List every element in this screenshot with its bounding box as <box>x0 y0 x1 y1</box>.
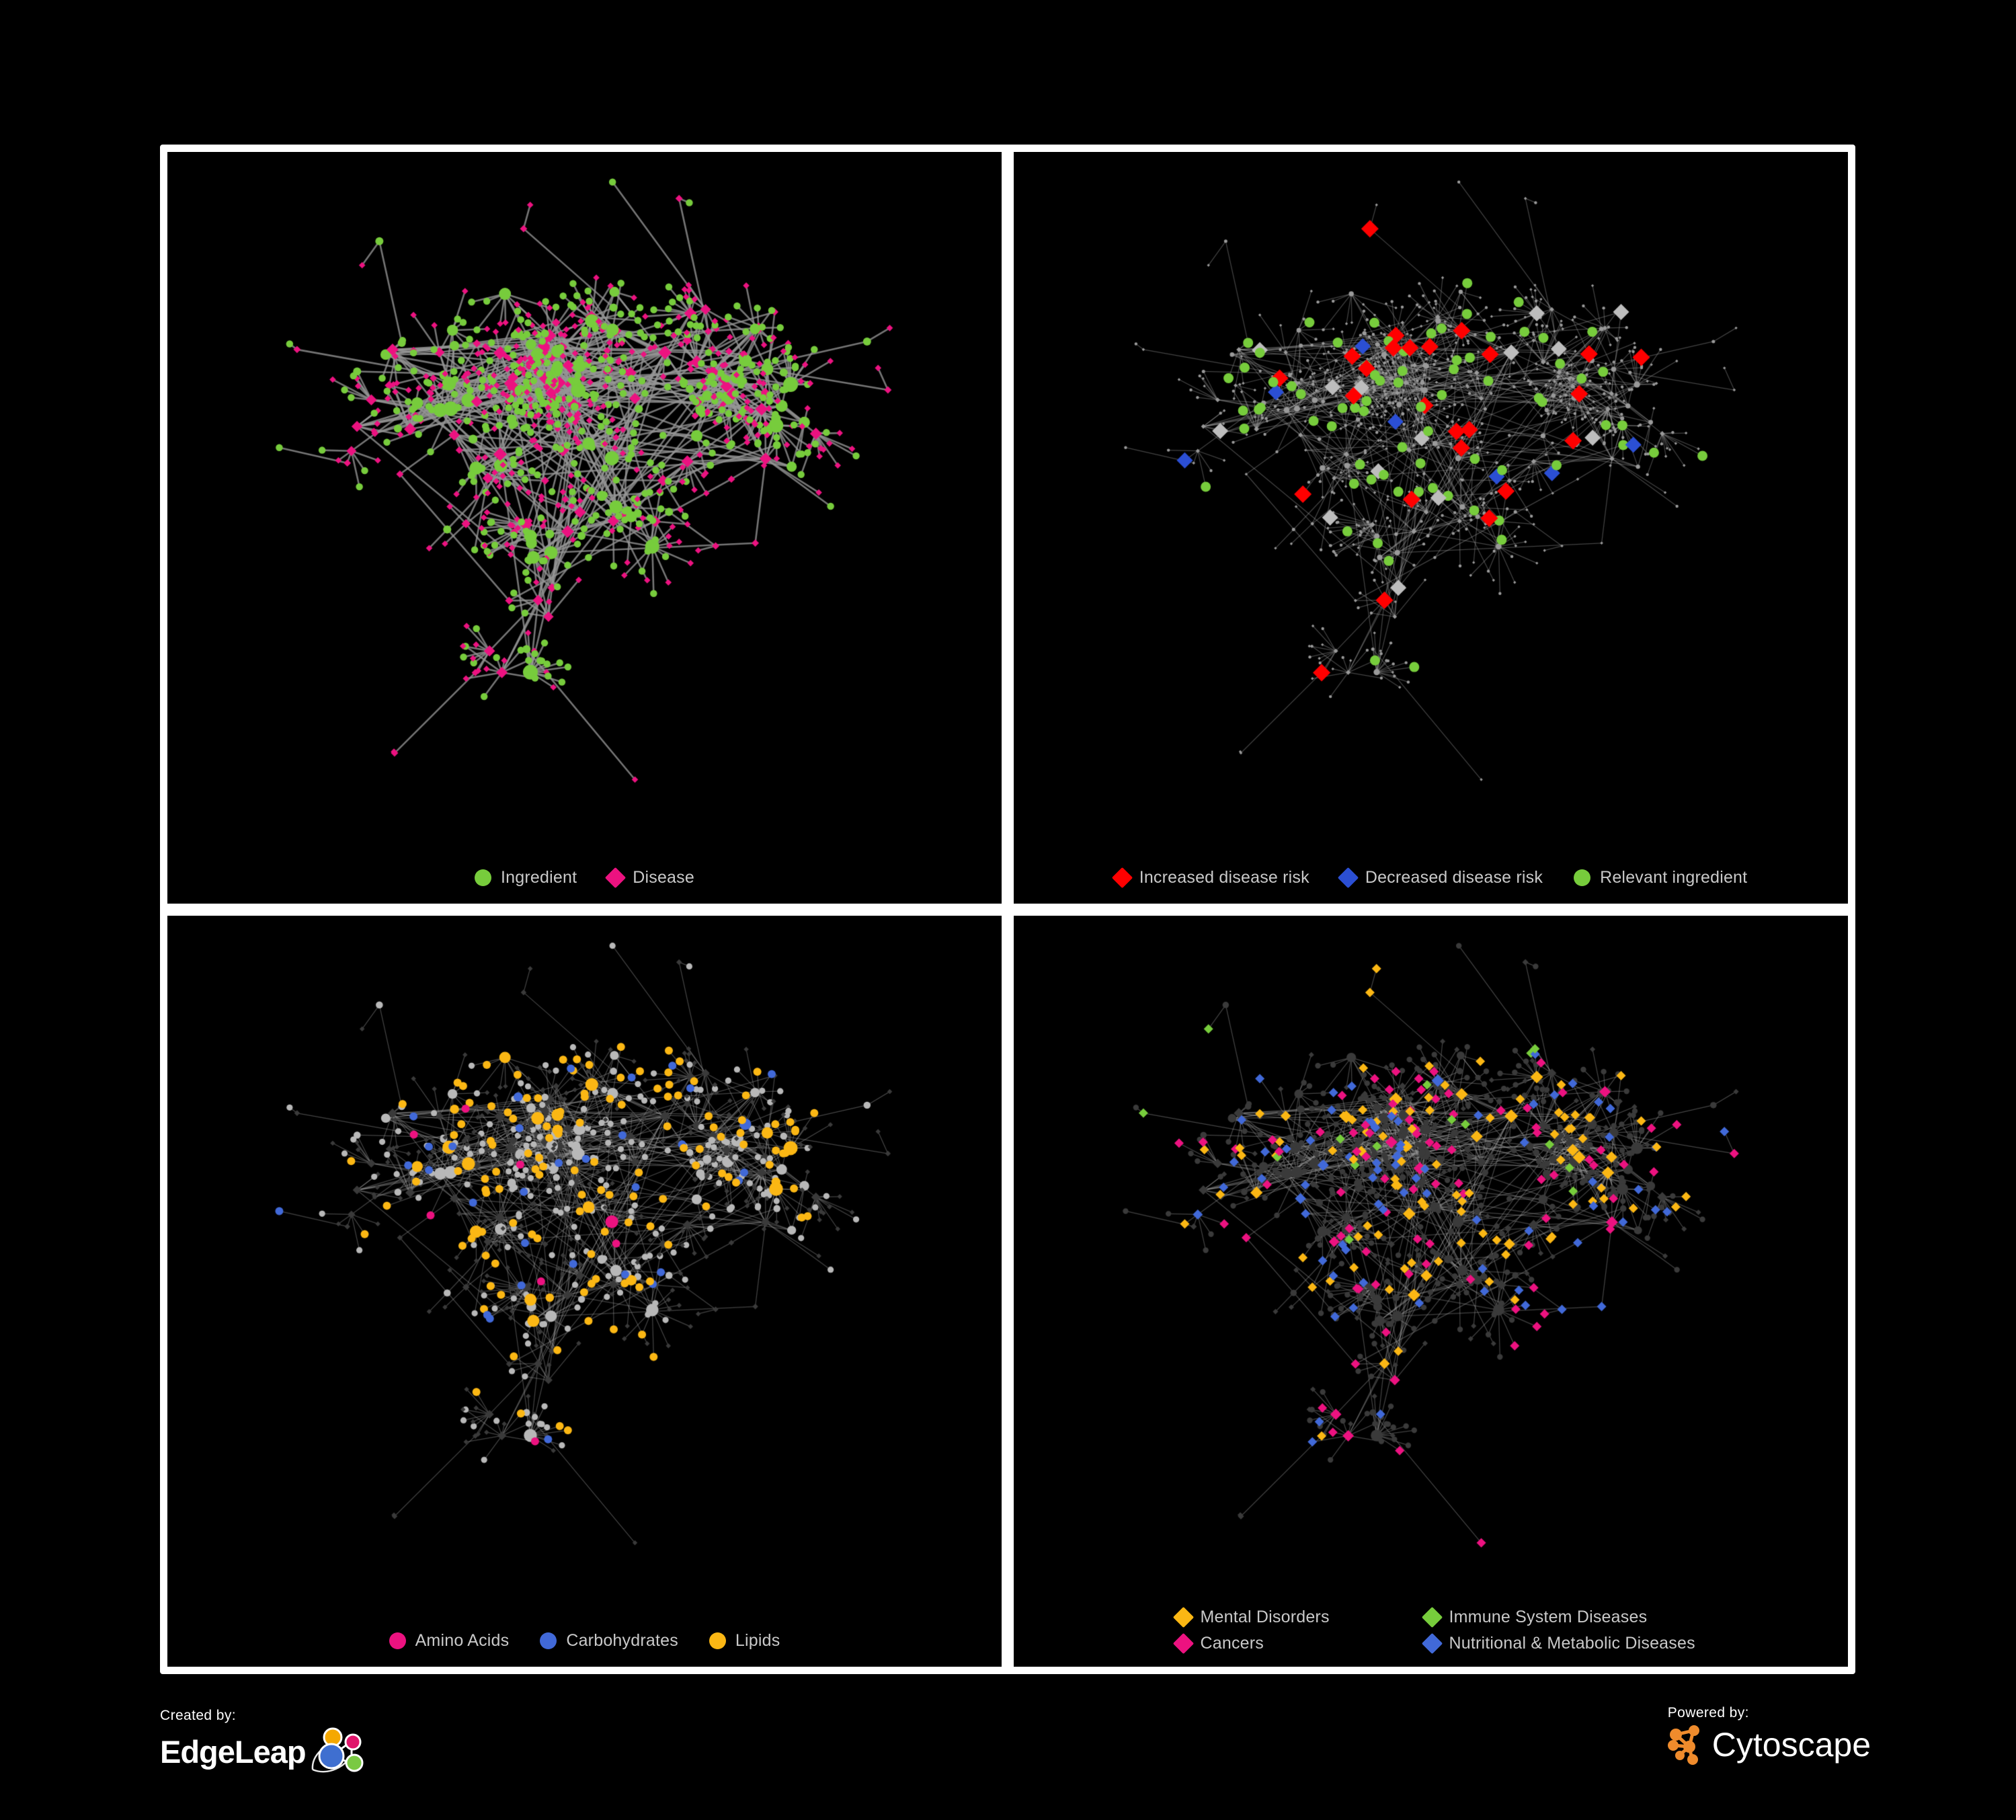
legend-marker-diamond-icon <box>1111 867 1133 888</box>
legend-item-label: Cancers <box>1200 1634 1264 1653</box>
network-canvas-nutrients[interactable] <box>167 915 1002 1667</box>
legend-panel-disease-classes: Mental Disorders Immune System Diseases … <box>1172 1606 1695 1655</box>
legend-item[interactable]: Ingredient <box>475 869 577 886</box>
legend-item-label: Nutritional & Metabolic Diseases <box>1449 1634 1695 1653</box>
legend-panel-risk: Increased disease risk Decreased disease… <box>1014 867 1848 888</box>
legend-item-label: Ingredient <box>501 867 577 887</box>
legend-marker-circle-icon <box>1574 869 1591 886</box>
legend-panel-overview: Ingredient Disease <box>167 867 1002 888</box>
legend-marker-circle-icon <box>709 1632 726 1649</box>
footer-powered-by: Powered by: Cytoscape <box>1667 1705 1871 1766</box>
legend-item[interactable]: Cancers <box>1172 1632 1398 1655</box>
panel-disease-risk[interactable]: Increased disease risk Decreased disease… <box>1014 152 1848 904</box>
legend-item-label: Relevant ingredient <box>1600 867 1748 887</box>
legend-marker-diamond-icon <box>1172 1606 1194 1628</box>
legend-item-label: Lipids <box>735 1631 780 1650</box>
cytoscape-logo-row[interactable]: Cytoscape <box>1667 1724 1871 1766</box>
legend-marker-diamond-icon <box>1172 1632 1194 1655</box>
legend-item-label: Mental Disorders <box>1200 1608 1330 1626</box>
panel-nutrient-classes[interactable]: Amino Acids Carbohydrates Lipids <box>167 915 1002 1667</box>
legend-marker-diamond-icon <box>1421 1606 1443 1628</box>
legend-marker-circle-icon <box>540 1632 557 1649</box>
legend-item[interactable]: Nutritional & Metabolic Diseases <box>1421 1632 1695 1655</box>
legend-marker-diamond-icon <box>605 867 627 888</box>
panel-ingredient-disease-overview[interactable]: Ingredient Disease <box>167 152 1002 904</box>
legend-item[interactable]: Relevant ingredient <box>1574 869 1747 886</box>
legend-marker-circle-icon <box>475 869 492 886</box>
legend-item-label: Carbohydrates <box>566 1631 678 1650</box>
legend-item[interactable]: Amino Acids <box>389 1632 510 1649</box>
legend-item[interactable]: Carbohydrates <box>540 1632 678 1649</box>
panel-disease-classes[interactable]: Mental Disorders Immune System Diseases … <box>1014 915 1848 1667</box>
edgeleap-logo-row[interactable]: EdgeLeap <box>160 1727 366 1776</box>
edgeleap-wordmark: EdgeLeap <box>160 1733 307 1770</box>
cytoscape-wordmark: Cytoscape <box>1711 1726 1871 1764</box>
legend-marker-diamond-icon <box>1421 1632 1443 1655</box>
cytoscape-network-logo-icon <box>1667 1725 1699 1765</box>
footer-created-by: Created by: EdgeLeap <box>160 1708 366 1776</box>
legend-panel-nutrients: Amino Acids Carbohydrates Lipids <box>167 1632 1002 1649</box>
legend-item[interactable]: Lipids <box>709 1632 780 1649</box>
legend-item-label: Immune System Diseases <box>1449 1608 1648 1626</box>
legend-item-label: Amino Acids <box>415 1631 510 1650</box>
powered-by-kicker: Powered by: <box>1667 1705 1749 1720</box>
network-canvas-disease-classes[interactable] <box>1014 915 1848 1667</box>
legend-marker-diamond-icon <box>1337 867 1359 888</box>
network-canvas-overview[interactable] <box>167 152 1002 904</box>
edgeleap-network-logo-icon <box>311 1727 364 1773</box>
legend-item[interactable]: Disease <box>605 867 694 888</box>
network-panel-grid: Ingredient Disease Increased disease ris… <box>160 145 1855 1674</box>
legend-item[interactable]: Increased disease risk <box>1111 867 1309 888</box>
created-by-kicker: Created by: <box>160 1708 236 1723</box>
network-canvas-risk[interactable] <box>1014 152 1848 904</box>
legend-item[interactable]: Decreased disease risk <box>1337 867 1543 888</box>
legend-item-label: Increased disease risk <box>1139 867 1309 887</box>
legend-item-label: Disease <box>633 867 694 887</box>
legend-item[interactable]: Immune System Diseases <box>1421 1606 1648 1628</box>
legend-item-label: Decreased disease risk <box>1365 867 1543 887</box>
legend-marker-circle-icon <box>389 1632 406 1649</box>
legend-item[interactable]: Mental Disorders <box>1172 1606 1398 1628</box>
